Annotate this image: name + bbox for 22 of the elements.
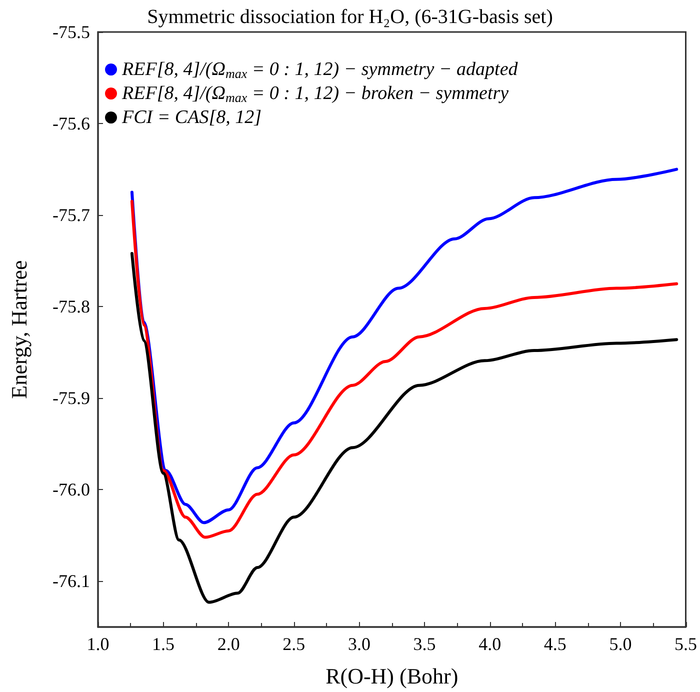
x-tick-label: 1.0 bbox=[86, 634, 110, 654]
y-tick-label: -76.1 bbox=[52, 571, 90, 592]
y-tick-label: -75.8 bbox=[52, 296, 90, 317]
x-tick-label: 4.0 bbox=[478, 634, 502, 654]
y-tick-label: -75.5 bbox=[52, 22, 90, 42]
y-axis-title: Energy, Hartree bbox=[6, 260, 32, 399]
y-tick-label: -75.6 bbox=[52, 114, 90, 134]
y-tick-label: -76.0 bbox=[52, 480, 90, 500]
x-tick-label: 5.5 bbox=[674, 634, 697, 654]
y-tick-label: -75.7 bbox=[52, 205, 90, 226]
y-tick-label: -75.9 bbox=[52, 388, 90, 408]
x-tick-label: 3.5 bbox=[413, 634, 436, 654]
x-tick-label: 2.0 bbox=[217, 634, 240, 654]
legend-label: FCI = CAS[8, 12] bbox=[121, 107, 262, 128]
x-tick-label: 5.0 bbox=[609, 634, 632, 654]
chart-title: Symmetric dissociation for H₂O, (6-31G-basis set) bbox=[147, 6, 553, 28]
x-tick-label: 4.5 bbox=[544, 634, 566, 654]
x-axis-title: R(O-H) (Bohr) bbox=[326, 664, 458, 688]
x-tick-label: 1.5 bbox=[152, 634, 175, 654]
line-series bbox=[130, 252, 678, 604]
x-tick-label: 2.5 bbox=[282, 634, 306, 654]
x-tick-label: 3.0 bbox=[348, 634, 370, 654]
